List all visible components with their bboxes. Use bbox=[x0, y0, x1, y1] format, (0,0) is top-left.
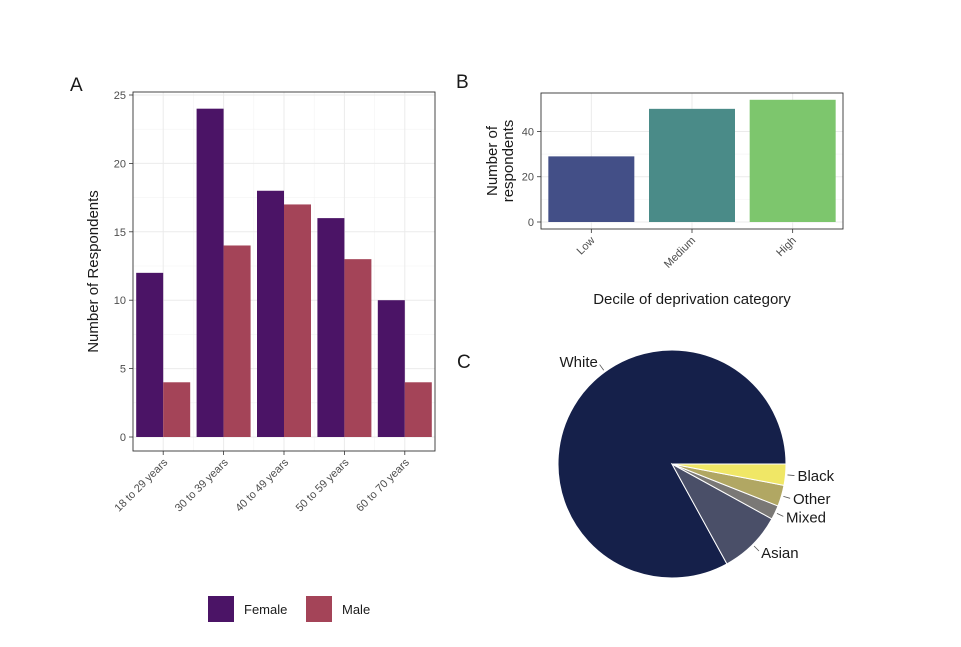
y-axis-title-line: respondents bbox=[500, 120, 517, 203]
x-tick-label: 60 to 70 years bbox=[354, 456, 412, 514]
y-tick-label: 0 bbox=[120, 432, 126, 444]
x-tick-label: High bbox=[774, 235, 798, 259]
bar-female-60-to-70-years bbox=[377, 300, 405, 437]
y-tick-label: 5 bbox=[120, 364, 126, 376]
panel-b-deprivation-chart: 0 20 40 Low Medium High Decile of deprivation … bbox=[484, 92, 844, 308]
pie-leader-white bbox=[599, 364, 605, 371]
pie-slice-black bbox=[671, 463, 787, 486]
y-axis-title-line: Number of bbox=[484, 125, 501, 196]
y-tick-label: 20 bbox=[522, 172, 534, 184]
y-tick-label: 40 bbox=[522, 126, 534, 138]
x-tick-label: Medium bbox=[662, 235, 698, 271]
bar-male-60-to-70-years bbox=[404, 382, 432, 437]
y-tick-label: 10 bbox=[114, 295, 126, 307]
panel-a-letter: A bbox=[70, 75, 83, 96]
bar-female-50-to-59-years bbox=[317, 218, 345, 437]
y-axis-title: Number of Respondents bbox=[85, 190, 102, 353]
pie-leader-asian bbox=[753, 545, 760, 552]
x-tick-label: 18 to 29 years bbox=[113, 456, 171, 514]
bar-low bbox=[548, 156, 635, 222]
pie-label-asian: Asian bbox=[761, 545, 799, 562]
bar-female-18-to-29-years bbox=[136, 272, 164, 437]
bar-male-50-to-59-years bbox=[344, 259, 372, 437]
x-tick-label: 40 to 49 years bbox=[233, 456, 291, 514]
bar-male-18-to-29-years bbox=[163, 382, 191, 437]
panel-c-ethnicity-pie: White Asian Mixed Other Black bbox=[557, 349, 835, 579]
y-tick-label: 15 bbox=[114, 227, 126, 239]
panel-c-letter: C bbox=[457, 352, 471, 373]
y-tick-label: 0 bbox=[528, 217, 534, 229]
pie-leader-mixed bbox=[776, 513, 784, 517]
x-tick-label: 30 to 39 years bbox=[173, 456, 231, 514]
bar-high bbox=[749, 99, 836, 222]
legend-label-female: Female bbox=[244, 602, 287, 617]
pie-label-white: White bbox=[560, 354, 598, 371]
panel-b-letter: B bbox=[456, 72, 469, 93]
x-tick-label: 50 to 59 years bbox=[294, 456, 352, 514]
legend-label-male: Male bbox=[342, 602, 370, 617]
bar-medium bbox=[649, 108, 735, 222]
bar-female-30-to-39-years bbox=[196, 108, 224, 438]
pie-leader-other bbox=[783, 495, 791, 499]
y-tick-label: 20 bbox=[114, 158, 126, 170]
x-axis-title: Decile of deprivation category bbox=[593, 291, 791, 308]
pie-leader-black bbox=[787, 474, 795, 476]
legend-swatch-male bbox=[306, 596, 332, 622]
y-axis-title: Number ofrespondents bbox=[484, 120, 517, 203]
x-tick-label: Low bbox=[575, 235, 598, 258]
y-tick-label: 25 bbox=[114, 90, 126, 102]
bar-male-40-to-49-years bbox=[284, 204, 311, 437]
bar-female-40-to-49-years bbox=[257, 190, 284, 437]
pie-label-other: Other bbox=[793, 491, 831, 508]
panel-a-age-sex-chart: 0 5 10 15 20 25 18 to 29 years 30 to 39 years 40… bbox=[85, 90, 436, 622]
pie-label-mixed: Mixed bbox=[786, 510, 826, 527]
bar-male-30-to-39-years bbox=[223, 245, 251, 437]
pie-label-black: Black bbox=[797, 468, 834, 485]
legend-swatch-female bbox=[208, 596, 234, 622]
